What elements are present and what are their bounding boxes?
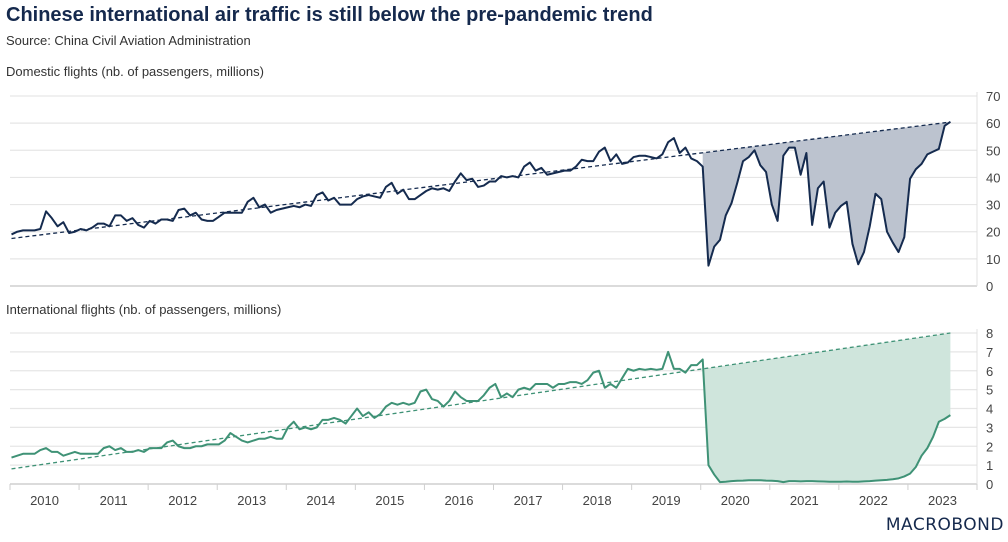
domestic-ytick-label: 70 [986,89,1000,104]
x-tick-label: 2014 [306,493,335,508]
x-tick-label: 2017 [514,493,543,508]
domestic-ytick-label: 60 [986,116,1000,131]
chart-title: Chinese international air traffic is sti… [6,4,653,26]
x-tick-label: 2023 [928,493,957,508]
international-ytick-label: 0 [986,477,993,492]
international-ytick-label: 6 [986,364,993,379]
domestic-ytick-label: 20 [986,225,1000,240]
international-series-line [11,350,951,484]
domestic-gap-area [702,121,951,266]
chart-source: Source: China Civil Aviation Administrat… [6,33,251,48]
x-tick-label: 2021 [790,493,819,508]
domestic-panel-title: Domestic flights (nb. of passengers, mil… [6,64,264,79]
x-tick-label: 2011 [100,493,128,508]
x-tick-label: 2022 [859,493,888,508]
domestic-ytick-label: 0 [986,279,993,294]
x-tick-label: 2019 [652,493,681,508]
domestic-ytick-label: 30 [986,198,1000,213]
international-ytick-label: 5 [986,383,993,398]
international-gap-area [702,333,951,483]
international-ytick-label: 8 [986,326,993,341]
international-panel-title: International flights (nb. of passengers… [6,302,282,317]
domestic-series-line [11,120,951,267]
international-ytick-label: 2 [986,439,993,454]
international-ytick-label: 1 [986,458,993,473]
x-tick-label: 2012 [168,493,197,508]
x-tick-label: 2010 [30,493,59,508]
international-ytick-label: 3 [986,420,993,435]
domestic-ytick-label: 10 [986,252,1000,267]
x-tick-label: 2018 [583,493,612,508]
x-tick-label: 2015 [375,493,404,508]
x-tick-label: 2013 [237,493,266,508]
domestic-ytick-label: 50 [986,143,1000,158]
domestic-ytick-label: 40 [986,170,1000,185]
international-ytick-label: 7 [986,345,993,360]
x-tick-label: 2016 [445,493,474,508]
macrobond-logo: MACROBOND [885,515,1004,535]
international-ytick-label: 4 [986,402,993,417]
x-tick-label: 2020 [721,493,750,508]
